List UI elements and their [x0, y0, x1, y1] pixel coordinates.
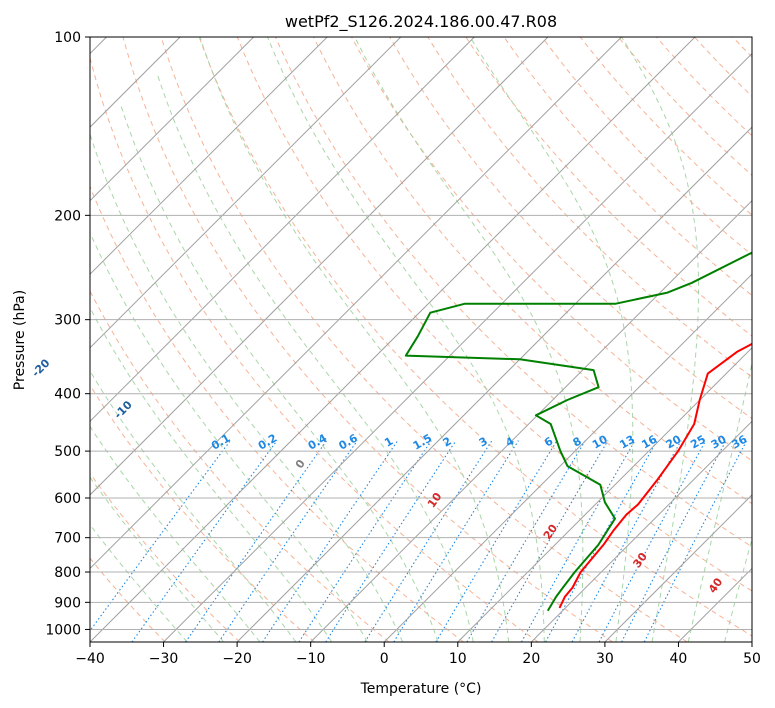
dry-adiabat-line: [389, 37, 752, 420]
dry-adiabat-line: [90, 290, 390, 642]
x-tick-label: 40: [670, 651, 688, 667]
moist-adiabat-line: [90, 306, 333, 642]
mixing-ratio-line: [325, 440, 457, 642]
moist-adiabat-line: [90, 369, 297, 642]
dry-adiabat-line: [313, 37, 752, 505]
isotherm-line: [163, 52, 752, 642]
y-tick-label: 200: [54, 208, 81, 224]
x-tick-label: −30: [149, 651, 179, 667]
y-tick-label: 600: [54, 491, 81, 507]
moist-adiabat-line: [354, 37, 584, 642]
dry-adiabat-line: [160, 37, 688, 642]
dry-adiabat-line: [236, 37, 752, 592]
isotherm-line: [90, 37, 475, 423]
y-tick-label: 100: [54, 30, 81, 46]
dry-adiabat-line: [351, 37, 752, 462]
y-tick-label: 800: [54, 565, 81, 581]
moist-adiabat-line: [267, 37, 545, 642]
x-tick-label: −20: [222, 651, 252, 667]
dry-adiabat-line: [90, 55, 539, 642]
mixing-ratio-line: [435, 440, 558, 642]
isotherm-line: [90, 37, 696, 642]
dry-adiabat-line: [90, 185, 464, 642]
mixing-ratio-line: [90, 440, 231, 632]
y-axis-label: Pressure (hPa): [12, 290, 28, 390]
mixing-ratio-line: [298, 440, 432, 642]
y-tick-label: 300: [54, 313, 81, 329]
dry-adiabat-line: [90, 384, 315, 642]
isotherm-line: [90, 37, 622, 570]
isotherm-line: [90, 37, 255, 202]
chart-title: wetPf2_S126.2024.186.00.47.R08: [285, 12, 557, 32]
x-axis-label: Temperature (°C): [360, 681, 482, 697]
y-tick-label: 700: [54, 531, 81, 547]
y-tick-label: 400: [54, 387, 81, 403]
mixing-ratio-line: [643, 440, 748, 642]
isotherm-line: [530, 420, 752, 642]
isotherm-line: [383, 273, 752, 642]
moist-adiabat-line: [90, 476, 224, 642]
moist-adiabat-line: [90, 524, 188, 642]
dry-adiabat-line: [90, 557, 166, 642]
x-tick-label: 0: [380, 651, 389, 667]
dry-adiabat-line: [90, 472, 241, 642]
dry-adiabat-line: [274, 37, 752, 548]
x-tick-label: −40: [75, 651, 105, 667]
isotherm-line: [310, 199, 752, 642]
mixing-ratio-line: [185, 440, 328, 642]
x-tick-label: 30: [596, 651, 614, 667]
mixing-ratio-line: [262, 440, 399, 642]
dry-adiabat-line: [465, 37, 752, 337]
plot-frame: [89, 36, 753, 643]
moist-adiabat-line: [621, 37, 699, 642]
x-tick-label: −10: [296, 651, 326, 667]
y-tick-label: 1000: [45, 622, 81, 638]
mixing-ratio-line: [218, 440, 358, 642]
mixing-ratio-line: [521, 440, 636, 642]
mixing-ratio-line: [466, 440, 586, 642]
isotherm-line: [457, 347, 752, 642]
x-tick-label: 50: [743, 651, 761, 667]
moist-adiabat-line: [90, 132, 404, 642]
isotherm-line: [90, 37, 328, 275]
mixing-ratio-line: [571, 440, 682, 642]
x-tick-label: 10: [449, 651, 467, 667]
dewpoint-profile-line: [404, 251, 752, 612]
dry-adiabat-line: [503, 37, 752, 297]
y-tick-label: 500: [54, 444, 81, 460]
isotherm-line: [236, 126, 752, 642]
y-tick-label: 900: [54, 595, 81, 611]
isotherm-line: [604, 494, 752, 642]
moist-adiabat-line: [90, 425, 261, 642]
moist-adiabat-line: [156, 72, 474, 642]
x-tick-label: 20: [522, 651, 540, 667]
mixing-ratio-line: [364, 440, 493, 642]
isotherm-line: [90, 37, 549, 496]
mixing-ratio-line: [131, 440, 278, 642]
isotherm-line: [90, 37, 402, 349]
dry-adiabat-line: [122, 37, 613, 642]
temperature-profile-line: [558, 342, 752, 609]
